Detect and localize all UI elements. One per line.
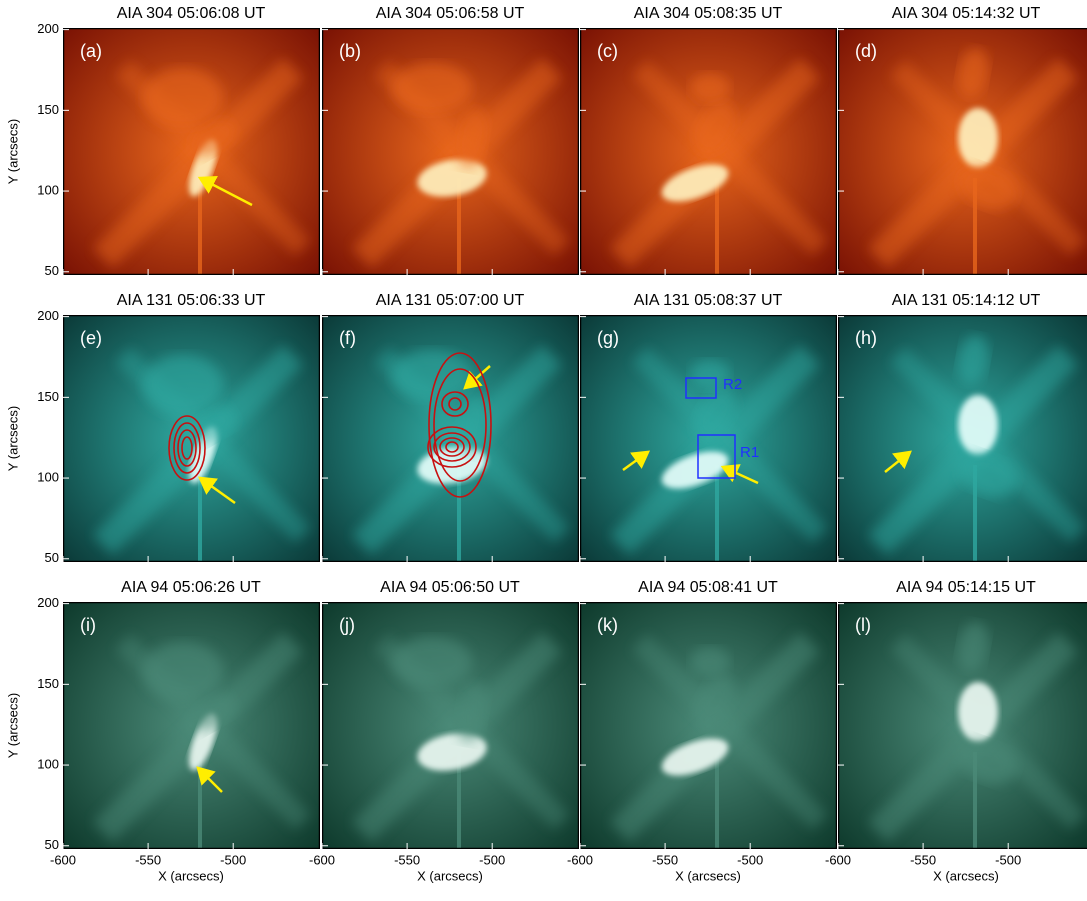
panel bbox=[580, 28, 837, 275]
x-tick-label: -600 bbox=[309, 852, 335, 867]
x-axis-label: X (arcsecs) bbox=[933, 868, 999, 883]
panel-title: AIA 94 05:14:15 UT bbox=[896, 579, 1036, 596]
bright-feature bbox=[958, 395, 998, 455]
panel-title: AIA 94 05:06:26 UT bbox=[121, 579, 261, 596]
panel-label: (e) bbox=[80, 328, 102, 348]
panel-label: (h) bbox=[855, 328, 877, 348]
y-tick-label: 50 bbox=[45, 550, 59, 565]
x-tick-label: -500 bbox=[479, 852, 505, 867]
panel-title: AIA 304 05:06:58 UT bbox=[376, 5, 525, 22]
region-label: R2 bbox=[723, 376, 742, 393]
panel bbox=[63, 602, 320, 849]
panel-title: AIA 131 05:14:12 UT bbox=[892, 292, 1041, 309]
panel-title: AIA 94 05:06:50 UT bbox=[380, 579, 520, 596]
panel bbox=[838, 28, 1087, 275]
x-axis-label: X (arcsecs) bbox=[158, 868, 224, 883]
x-axis-label: X (arcsecs) bbox=[675, 868, 741, 883]
panel bbox=[838, 602, 1087, 849]
y-axis-label: Y (arcsecs) bbox=[5, 406, 20, 472]
figure: 50 100 150 200 AIA 304 05:06:08 UT (a) AIA 304… bbox=[0, 0, 1087, 896]
panel-label: (k) bbox=[597, 615, 618, 635]
panel-label: (d) bbox=[855, 41, 877, 61]
bright-feature bbox=[690, 647, 730, 677]
y-tick-label: 200 bbox=[37, 308, 59, 323]
x-tick-label: -550 bbox=[135, 852, 161, 867]
panel-label: (f) bbox=[339, 328, 356, 348]
bright-feature bbox=[958, 108, 998, 168]
region-label: R1 bbox=[740, 444, 759, 461]
bright-feature bbox=[392, 63, 472, 113]
y-tick-label: 50 bbox=[45, 263, 59, 278]
panel-label: (g) bbox=[597, 328, 619, 348]
panel-title: AIA 94 05:08:41 UT bbox=[638, 579, 778, 596]
bright-feature bbox=[143, 355, 223, 415]
panel-label: (i) bbox=[80, 615, 96, 635]
y-tick-label: 150 bbox=[37, 676, 59, 691]
y-tick-label: 100 bbox=[37, 182, 59, 197]
panel-label: (j) bbox=[339, 615, 355, 635]
x-tick-label: -550 bbox=[394, 852, 420, 867]
panel-title: AIA 304 05:14:32 UT bbox=[892, 5, 1041, 22]
y-tick-label: 100 bbox=[37, 469, 59, 484]
x-axis-label: X (arcsecs) bbox=[417, 868, 483, 883]
panel bbox=[322, 602, 579, 849]
panel bbox=[580, 315, 837, 562]
panel-label: (l) bbox=[855, 615, 871, 635]
panel bbox=[63, 315, 320, 562]
x-tick-label: -600 bbox=[567, 852, 593, 867]
x-tick-label: -600 bbox=[825, 852, 851, 867]
y-axis-label: Y (arcsecs) bbox=[5, 693, 20, 759]
bright-feature bbox=[143, 68, 223, 128]
y-tick-label: 200 bbox=[37, 595, 59, 610]
y-tick-label: 150 bbox=[37, 102, 59, 117]
bright-feature bbox=[392, 637, 472, 687]
x-tick-label: -500 bbox=[737, 852, 763, 867]
y-tick-label: 50 bbox=[45, 837, 59, 852]
panel-title: AIA 131 05:08:37 UT bbox=[634, 292, 783, 309]
panel-label: (c) bbox=[597, 41, 618, 61]
panel-label: (a) bbox=[80, 41, 102, 61]
x-tick-label: -500 bbox=[995, 852, 1021, 867]
y-axis-label: Y (arcsecs) bbox=[5, 119, 20, 185]
panel-title: AIA 304 05:06:08 UT bbox=[117, 5, 266, 22]
x-tick-label: -500 bbox=[220, 852, 246, 867]
y-tick-label: 200 bbox=[37, 21, 59, 36]
bright-feature bbox=[143, 642, 223, 702]
y-tick-label: 150 bbox=[37, 389, 59, 404]
x-tick-label: -550 bbox=[652, 852, 678, 867]
x-tick-label: -550 bbox=[910, 852, 936, 867]
panel bbox=[838, 315, 1087, 562]
panel bbox=[63, 28, 320, 275]
bright-feature bbox=[958, 682, 998, 742]
panel-title: AIA 304 05:08:35 UT bbox=[634, 5, 783, 22]
panel-label: (b) bbox=[339, 41, 361, 61]
y-tick-label: 100 bbox=[37, 756, 59, 771]
x-tick-label: -600 bbox=[50, 852, 76, 867]
panel bbox=[322, 28, 579, 275]
panel-title: AIA 131 05:06:33 UT bbox=[117, 292, 266, 309]
bright-feature bbox=[690, 73, 730, 103]
panel-title: AIA 131 05:07:00 UT bbox=[376, 292, 525, 309]
panel bbox=[580, 602, 837, 849]
